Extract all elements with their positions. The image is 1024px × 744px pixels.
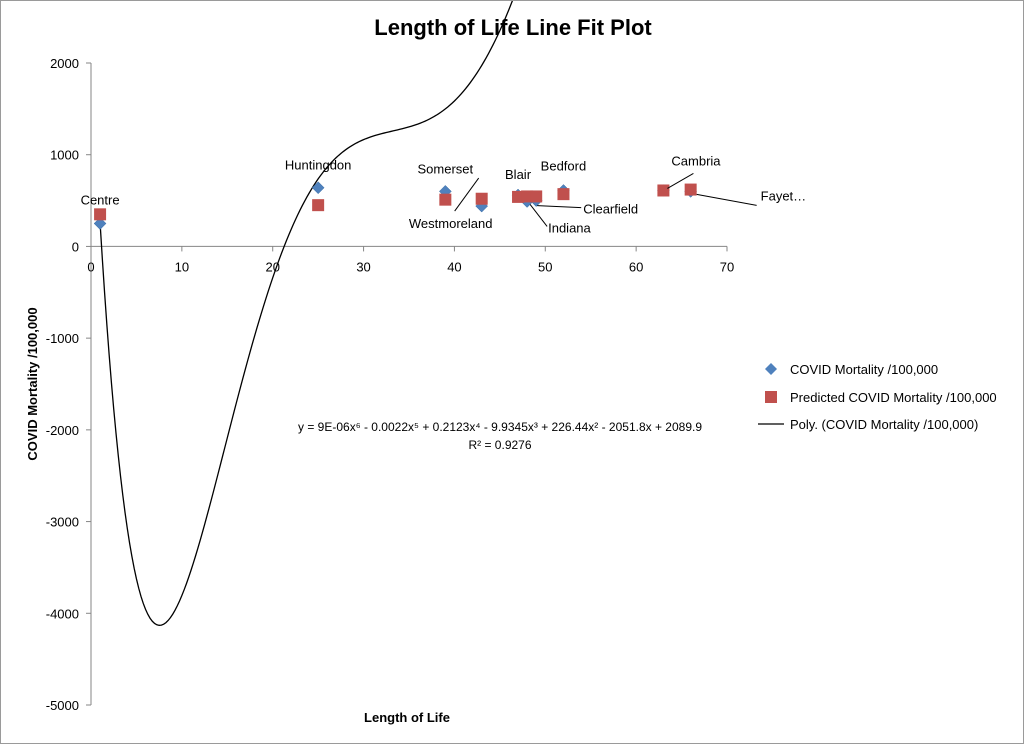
point-label: Huntingdon xyxy=(285,158,352,173)
x-tick-label: 70 xyxy=(720,259,734,274)
leader-line xyxy=(696,193,757,206)
predicted-point xyxy=(312,199,325,212)
point-label: Cambria xyxy=(671,153,721,168)
y-tick-label: -3000 xyxy=(46,515,79,530)
predicted-point xyxy=(684,183,697,196)
chart-title: Length of Life Line Fit Plot xyxy=(374,15,652,40)
y-tick-label: 2000 xyxy=(50,56,79,71)
y-axis-title: COVID Mortality /100,000 xyxy=(25,307,40,460)
x-tick-label: 0 xyxy=(87,259,94,274)
point-label: Bedford xyxy=(541,158,587,173)
point-label: Clearfield xyxy=(583,202,638,217)
predicted-point xyxy=(94,208,107,221)
y-tick-label: -5000 xyxy=(46,698,79,713)
trendline xyxy=(99,1,513,626)
x-tick-label: 40 xyxy=(447,259,461,274)
y-tick-label: -4000 xyxy=(46,606,79,621)
point-label: Fayet… xyxy=(761,188,807,203)
point-label: Blair xyxy=(505,167,532,182)
x-tick-label: 20 xyxy=(265,259,279,274)
x-tick-label: 30 xyxy=(356,259,370,274)
legend-label: Poly. (COVID Mortality /100,000) xyxy=(790,417,978,432)
point-label: Centre xyxy=(81,192,120,207)
point-label: Somerset xyxy=(418,161,474,176)
point-label: Indiana xyxy=(548,220,591,235)
trendline-equation: y = 9E-06x⁶ - 0.0022x⁵ + 0.2123x⁴ - 9.93… xyxy=(298,420,702,434)
point-label: Westmoreland xyxy=(409,216,493,231)
leader-line xyxy=(667,173,694,189)
predicted-point xyxy=(521,190,534,203)
leader-line xyxy=(454,177,480,212)
x-axis-title: Length of Life xyxy=(364,710,450,725)
y-tick-label: 1000 xyxy=(50,148,79,163)
predicted-point xyxy=(512,190,525,203)
predicted-point xyxy=(439,193,452,206)
x-tick-label: 50 xyxy=(538,259,552,274)
x-tick-label: 60 xyxy=(629,259,643,274)
r-squared: R² = 0.9276 xyxy=(468,438,531,452)
legend-label: COVID Mortality /100,000 xyxy=(790,362,938,377)
y-tick-label: 0 xyxy=(72,239,79,254)
actual-point xyxy=(93,217,107,230)
y-tick-label: -1000 xyxy=(46,331,79,346)
y-tick-label: -2000 xyxy=(46,423,79,438)
leader-line xyxy=(529,204,548,227)
predicted-point xyxy=(657,184,670,197)
predicted-point xyxy=(530,190,543,203)
x-tick-label: 10 xyxy=(175,259,189,274)
legend-marker-actual xyxy=(765,363,777,375)
leader-line xyxy=(537,205,582,209)
legend-marker-predicted xyxy=(765,391,777,403)
predicted-point xyxy=(475,192,488,205)
actual-point xyxy=(311,181,325,195)
predicted-point xyxy=(557,188,570,201)
legend-label: Predicted COVID Mortality /100,000 xyxy=(790,390,997,405)
